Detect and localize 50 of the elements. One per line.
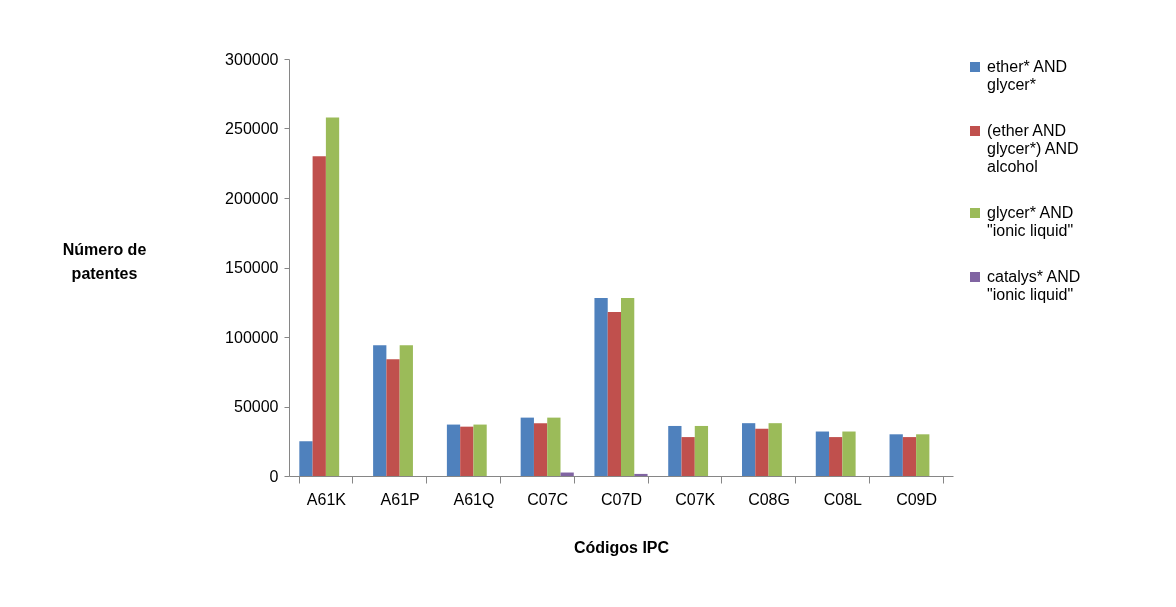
bar — [594, 298, 608, 476]
y-tick-label: 50000 — [234, 398, 279, 415]
bar — [829, 437, 843, 476]
y-tick-label: 150000 — [225, 259, 279, 276]
legend-label: glycer* AND "ionic liquid" — [987, 204, 1074, 239]
x-tick-label: C07D — [601, 490, 642, 508]
bar — [916, 434, 930, 476]
x-tick-label: C07C — [527, 490, 569, 508]
x-tick-label: C08L — [823, 490, 863, 508]
bar — [815, 431, 830, 476]
bar — [607, 311, 621, 476]
bar — [533, 423, 548, 476]
legend-label: (ether AND glycer*) AND alcohol — [987, 122, 1079, 175]
bar — [902, 437, 917, 476]
x-axis-title: Códigos IPC — [573, 538, 670, 556]
bar — [446, 424, 461, 476]
x-tick-label: C09D — [896, 490, 938, 508]
bar — [460, 426, 474, 476]
bar — [755, 428, 769, 476]
x-tick-label: C07K — [675, 490, 716, 508]
bar — [520, 417, 534, 476]
y-tick-label: 200000 — [225, 189, 279, 207]
x-tick-label: A61K — [306, 490, 347, 508]
y-tick-label: 0 — [269, 467, 279, 485]
bar — [373, 345, 387, 476]
bar — [842, 431, 856, 476]
y-axis-title: Número de patentes — [62, 240, 147, 282]
bar — [742, 423, 756, 476]
legend-label: catalys* AND "ionic liquid" — [987, 268, 1081, 303]
bar — [694, 425, 709, 476]
bar — [681, 437, 695, 476]
bar — [299, 441, 313, 476]
y-tick-label: 100000 — [225, 328, 279, 346]
bar — [312, 156, 326, 476]
legend-label: ether* AND glycer* — [987, 58, 1068, 93]
x-tick-label: A61P — [380, 490, 420, 508]
bar — [547, 417, 561, 476]
bar — [386, 359, 400, 476]
x-tick-label: A61Q — [453, 490, 495, 508]
y-tick-label: 300000 — [225, 50, 279, 68]
bar — [621, 298, 635, 476]
bar — [668, 425, 682, 476]
y-tick-label: 250000 — [225, 120, 279, 137]
x-tick-label: C08G — [748, 490, 790, 508]
bar — [634, 473, 648, 476]
bar — [889, 434, 903, 476]
bar — [399, 345, 413, 476]
bar — [325, 117, 340, 476]
bar — [473, 424, 487, 476]
bar — [768, 423, 782, 476]
